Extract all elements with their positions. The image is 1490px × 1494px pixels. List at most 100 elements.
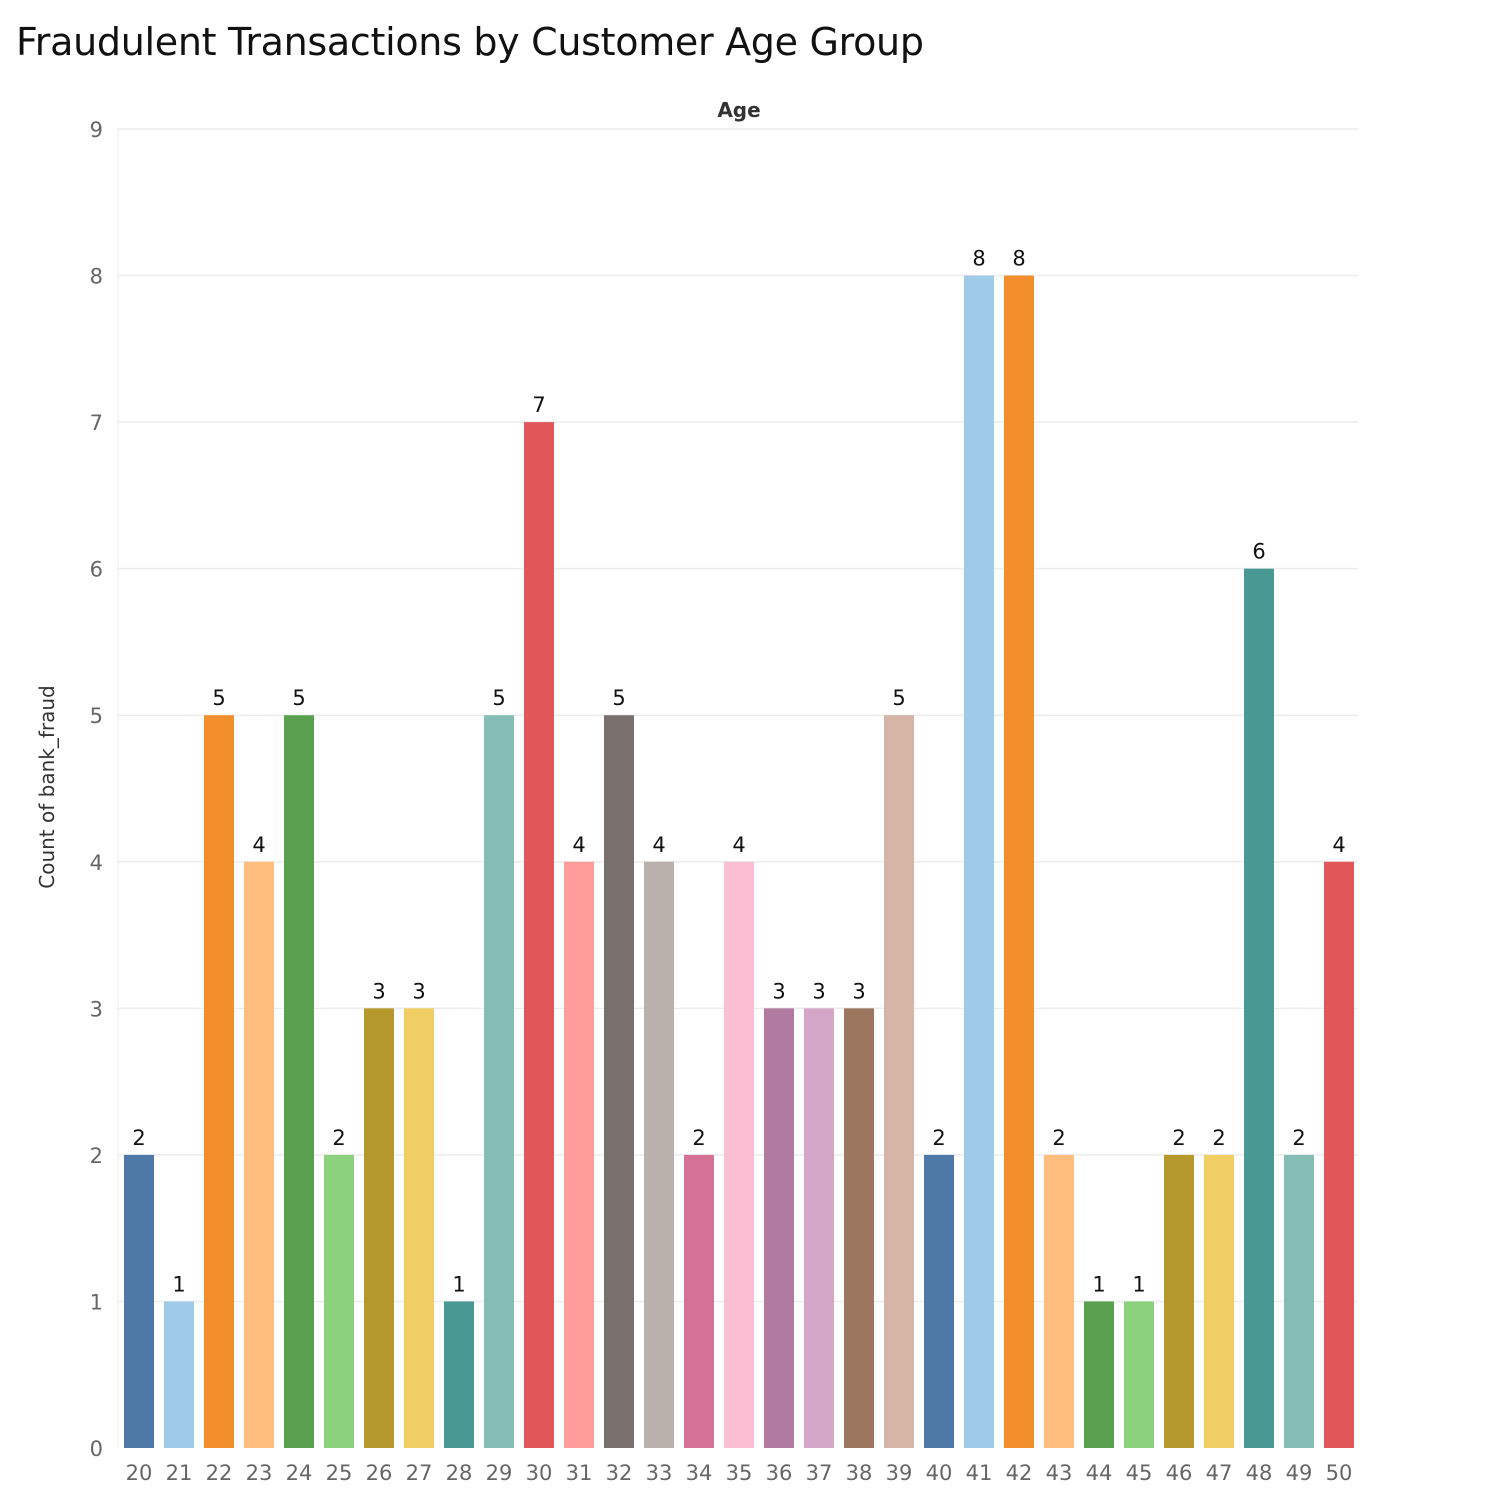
x-tick-label: 23 [246,1461,273,1485]
bars [124,275,1354,1449]
bar[interactable] [164,1301,194,1448]
data-label: 2 [1172,1126,1185,1150]
bar[interactable] [964,275,994,1448]
bar[interactable] [884,715,914,1448]
x-tick-label: 26 [366,1461,393,1485]
bar[interactable] [524,422,554,1449]
bar[interactable] [1244,568,1274,1448]
data-label: 8 [972,247,985,271]
y-tick-label: 3 [90,997,103,1021]
x-tick-label: 34 [686,1461,713,1485]
bar[interactable] [764,1008,794,1448]
bar[interactable] [1084,1301,1114,1448]
bar[interactable] [1044,1154,1074,1448]
bar[interactable] [204,715,234,1448]
y-tick-label: 7 [90,411,103,435]
data-label: 1 [1092,1272,1105,1296]
data-label: 8 [1012,247,1025,271]
bar[interactable] [484,715,514,1448]
bar[interactable] [1004,275,1034,1448]
y-tick-label: 2 [90,1144,103,1168]
x-axis: 20 21 22 23 24 25 26 27 28 29 30 31 32 33 34 35 36 37 38 39… [126,1461,1353,1485]
x-tick-label: 31 [566,1461,593,1485]
bar[interactable] [804,1008,834,1448]
data-label: 2 [132,1126,145,1150]
bar[interactable] [644,861,674,1448]
x-tick-label: 37 [806,1461,833,1485]
bar[interactable] [724,861,754,1448]
x-tick-label: 45 [1126,1461,1153,1485]
y-tick-label: 4 [90,851,103,875]
data-label: 3 [812,979,825,1003]
bar[interactable] [684,1154,714,1448]
y-tick-label: 8 [90,265,103,289]
data-label: 6 [1252,540,1265,564]
x-tick-label: 43 [1046,1461,1073,1485]
bar[interactable] [564,861,594,1448]
bar[interactable] [1164,1154,1194,1448]
y-tick-label: 9 [90,118,103,142]
x-tick-label: 38 [846,1461,873,1485]
x-tick-label: 22 [206,1461,233,1485]
x-tick-label: 42 [1006,1461,1033,1485]
x-tick-label: 44 [1086,1461,1113,1485]
data-label: 1 [1132,1272,1145,1296]
x-tick-label: 35 [726,1461,753,1485]
bar[interactable] [244,861,274,1448]
data-label: 3 [372,979,385,1003]
y-tick-label: 5 [90,704,103,728]
x-tick-label: 33 [646,1461,673,1485]
bar[interactable] [284,715,314,1448]
data-label: 3 [772,979,785,1003]
data-label: 5 [612,686,625,710]
bar[interactable] [1124,1301,1154,1448]
data-label: 4 [652,833,665,857]
y-axis: 0 1 2 3 4 5 6 7 8 9 [90,118,103,1461]
x-tick-label: 29 [486,1461,513,1485]
data-label: 1 [452,1272,465,1296]
y-axis-title: Count of bank_fraud [35,685,59,889]
bar[interactable] [1204,1154,1234,1448]
bar[interactable] [444,1301,474,1448]
x-tick-label: 24 [286,1461,313,1485]
data-label: 4 [732,833,745,857]
x-tick-label: 36 [766,1461,793,1485]
data-label: 2 [932,1126,945,1150]
y-tick-label: 0 [90,1437,103,1461]
data-label: 4 [572,833,585,857]
data-label: 2 [1212,1126,1225,1150]
data-labels: 2 1 5 4 5 2 3 3 1 5 7 4 5 4 2 4 3 3 3 5 2 8 8 2 1 1 2 2 6 2 4 [132,247,1345,1297]
data-label: 5 [292,686,305,710]
x-tick-label: 28 [446,1461,473,1485]
x-tick-label: 30 [526,1461,553,1485]
data-label: 3 [852,979,865,1003]
data-label: 5 [212,686,225,710]
bar[interactable] [1324,861,1354,1448]
bar[interactable] [844,1008,874,1448]
x-tick-label: 32 [606,1461,633,1485]
x-tick-label: 39 [886,1461,913,1485]
bar[interactable] [404,1008,434,1448]
bar[interactable] [124,1154,154,1448]
data-label: 4 [1332,833,1345,857]
x-tick-label: 25 [326,1461,353,1485]
y-tick-label: 6 [90,558,103,582]
data-label: 1 [172,1272,185,1296]
x-tick-label: 27 [406,1461,433,1485]
data-label: 2 [1292,1126,1305,1150]
data-label: 2 [332,1126,345,1150]
x-tick-label: 40 [926,1461,953,1485]
bar[interactable] [324,1154,354,1448]
bar[interactable] [604,715,634,1448]
x-tick-label: 21 [166,1461,193,1485]
data-label: 7 [532,393,545,417]
x-tick-label: 41 [966,1461,993,1485]
data-label: 5 [892,686,905,710]
bar[interactable] [1284,1154,1314,1448]
data-label: 2 [692,1126,705,1150]
bar[interactable] [924,1154,954,1448]
data-label: 2 [1052,1126,1065,1150]
chart-title: Fraudulent Transactions by Customer Age … [16,20,924,64]
bar[interactable] [364,1008,394,1448]
